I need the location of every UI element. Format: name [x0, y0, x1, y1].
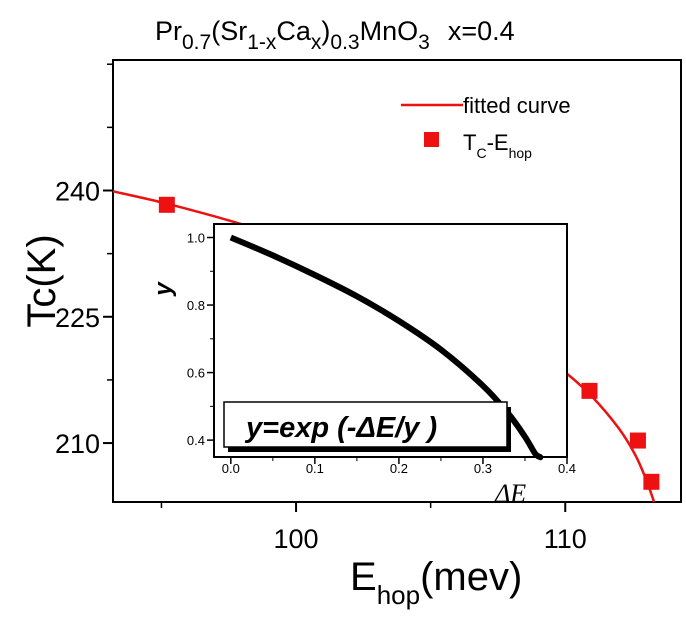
formula-box: [223, 401, 508, 448]
legend-marker-label: TC-Ehop: [463, 130, 532, 161]
x-axis-label: Ehop(mev): [350, 555, 522, 610]
legend-line-label: fitted curve: [463, 93, 571, 118]
inset-y-tick-label: 0.6: [187, 366, 205, 381]
data-point-marker: [158, 196, 175, 213]
inset-curve: [229, 234, 544, 461]
legend-marker-swatch: [424, 132, 439, 147]
y-axis-label: Tc(K): [20, 234, 64, 327]
x-tick-label: 100: [274, 524, 319, 554]
inset-y-tick-label: 0.8: [187, 298, 205, 313]
inset-y-tick-label: 1.0: [187, 231, 205, 246]
data-point-marker: [581, 382, 598, 399]
inset-x-tick-label: 0.0: [222, 461, 240, 476]
main-plot-frame: [112, 59, 682, 503]
inset-axis-ticks: 0.0 0.1 0.2 0.3 0.4 0.4 0.6 0.8 1.0: [187, 231, 576, 476]
y-tick-label: 210: [55, 429, 100, 459]
data-point-marker: [629, 432, 646, 449]
inset-x-tick-label: 0.3: [474, 461, 492, 476]
inset-x-tick-label: 0.1: [306, 461, 324, 476]
inset-x-tick-label: 0.4: [558, 461, 576, 476]
chart-title: Pr0.7(Sr1-xCax)0.3MnO3 x=0.4: [155, 16, 515, 54]
formula-annotation: y=exp (-ΔE/y ): [244, 412, 437, 444]
main-axis-ticks: 100 110 210 225 240: [55, 63, 587, 554]
inset-x-axis-label: ΔE: [494, 479, 526, 508]
inset-y-axis-label: y: [150, 281, 177, 297]
legend: fitted curve TC-Ehop: [401, 93, 571, 161]
y-tick-label: 240: [55, 176, 100, 206]
data-point-marker: [643, 473, 660, 490]
inset-x-tick-label: 0.2: [390, 461, 408, 476]
x-tick-label: 110: [544, 524, 587, 554]
y-tick-label: 225: [55, 303, 100, 333]
inset-y-tick-label: 0.4: [187, 433, 205, 448]
